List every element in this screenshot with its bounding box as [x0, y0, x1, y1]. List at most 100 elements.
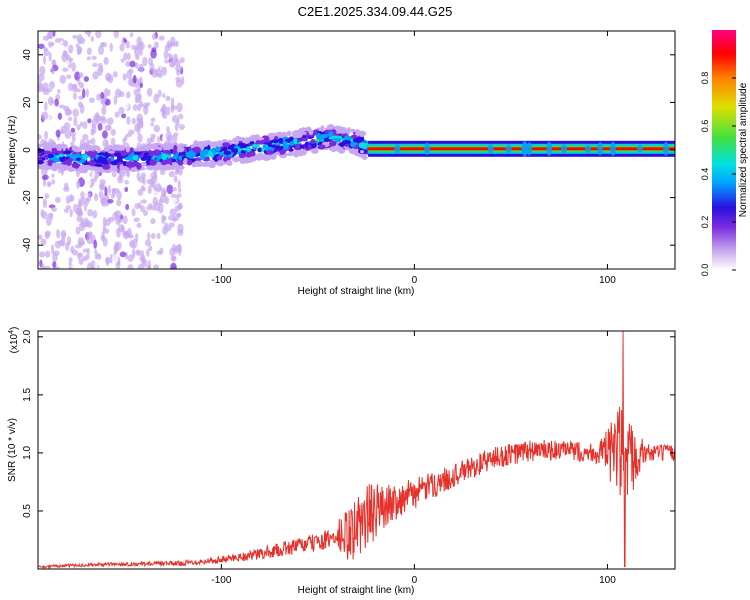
noise-cell	[46, 32, 51, 40]
signal-cell	[204, 155, 210, 161]
noise-cell	[41, 211, 48, 220]
noise-cell	[156, 232, 161, 240]
noise-cell	[124, 31, 130, 40]
noise-cell	[150, 49, 157, 59]
noise-cell	[151, 33, 157, 40]
noise-cell	[153, 201, 161, 212]
noise-cell	[129, 60, 136, 68]
noise-cell	[85, 88, 89, 98]
signal-cell	[47, 153, 55, 158]
noise-cell	[160, 194, 167, 203]
signal-cell	[301, 149, 307, 156]
noise-cell	[114, 111, 120, 118]
noise-cell	[127, 254, 134, 263]
noise-cell	[84, 197, 89, 207]
noise-cell	[137, 202, 142, 209]
noise-cell	[61, 231, 67, 237]
snr-panel: -100 0 100 0.5 1.0 1.5 2.0 Height of straight …	[7, 327, 676, 596]
noise-cell	[79, 104, 85, 114]
noise-cell	[81, 88, 86, 99]
signal-cell	[85, 144, 93, 150]
noise-cell	[68, 260, 72, 267]
signal-cell	[110, 160, 119, 166]
y-tick-label: 40	[22, 49, 33, 61]
noise-cell	[76, 263, 82, 269]
noise-cell	[76, 180, 81, 189]
snr-line	[38, 331, 675, 569]
signal-cell	[262, 154, 271, 161]
noise-cell	[82, 133, 89, 141]
x-tick-label: -100	[211, 575, 231, 586]
noise-cell	[42, 88, 50, 96]
noise-cell	[125, 60, 131, 67]
colorbar-tick-label: 0.0	[700, 264, 710, 277]
noise-cell	[179, 57, 185, 64]
noise-cell	[116, 241, 122, 251]
noise-cell	[153, 264, 160, 269]
signal-cell	[338, 148, 346, 154]
noise-cell	[113, 95, 118, 106]
signal-cell	[75, 153, 81, 157]
y-tick-label: 1.5	[22, 387, 33, 401]
chart-title: C2E1.2025.334.09.44.G25	[298, 4, 453, 19]
signal-cell	[245, 153, 252, 158]
noise-cell	[38, 83, 44, 93]
noise-cell	[150, 218, 156, 225]
noise-cell	[43, 48, 50, 57]
signal-cell	[47, 160, 55, 164]
signal-cell	[43, 165, 51, 171]
noise-cell	[166, 126, 170, 133]
signal-cell	[166, 158, 173, 163]
noise-cell	[61, 53, 69, 63]
noise-cell	[55, 94, 61, 100]
signal-cell	[116, 156, 123, 164]
noise-cell	[176, 102, 183, 113]
signal-cell	[119, 150, 128, 157]
y-tick-label: -40	[22, 238, 33, 253]
noise-cell	[178, 188, 182, 193]
noise-cell	[82, 248, 89, 253]
noise-cell	[100, 97, 104, 105]
noise-cell	[124, 180, 130, 185]
signal-cell	[300, 137, 308, 142]
spectrogram-frame	[37, 30, 676, 270]
signal-cell	[67, 154, 77, 158]
tone-spike	[521, 141, 528, 157]
y-tick-label: 1.0	[22, 446, 33, 460]
noise-cell	[94, 133, 100, 141]
signal-cell	[195, 162, 202, 167]
noise-cell	[100, 91, 105, 99]
noise-cell	[156, 250, 163, 255]
signal-cell	[62, 164, 71, 170]
noise-cell	[70, 141, 75, 147]
signal-cell	[261, 135, 270, 143]
noise-cell	[171, 114, 179, 124]
tone-spike	[609, 141, 616, 156]
noise-cell	[151, 190, 158, 195]
noise-cell	[110, 137, 116, 146]
noise-cell	[175, 40, 179, 48]
noise-cell	[135, 249, 139, 256]
noise-cell	[94, 249, 98, 254]
noise-cell	[111, 254, 119, 264]
noise-cell	[102, 138, 109, 148]
noise-cell	[120, 58, 125, 63]
tone-spike	[597, 142, 604, 156]
noise-cell	[151, 68, 159, 78]
snr-y-multiplier: (x104)	[8, 327, 20, 354]
noise-cell	[163, 49, 169, 60]
noise-cell	[166, 40, 171, 49]
signal-cell	[362, 143, 368, 150]
signal-cell	[350, 128, 356, 133]
signal-cell	[201, 149, 209, 156]
signal-cell	[266, 150, 274, 155]
tone-spike	[636, 144, 643, 153]
noise-cell	[114, 88, 122, 98]
noise-cell	[83, 76, 90, 82]
signal-cell	[80, 158, 86, 164]
noise-cell	[69, 130, 77, 137]
noise-cell	[94, 112, 100, 119]
noise-cell	[165, 131, 173, 142]
signal-cell	[160, 160, 168, 165]
noise-cell	[104, 186, 108, 196]
